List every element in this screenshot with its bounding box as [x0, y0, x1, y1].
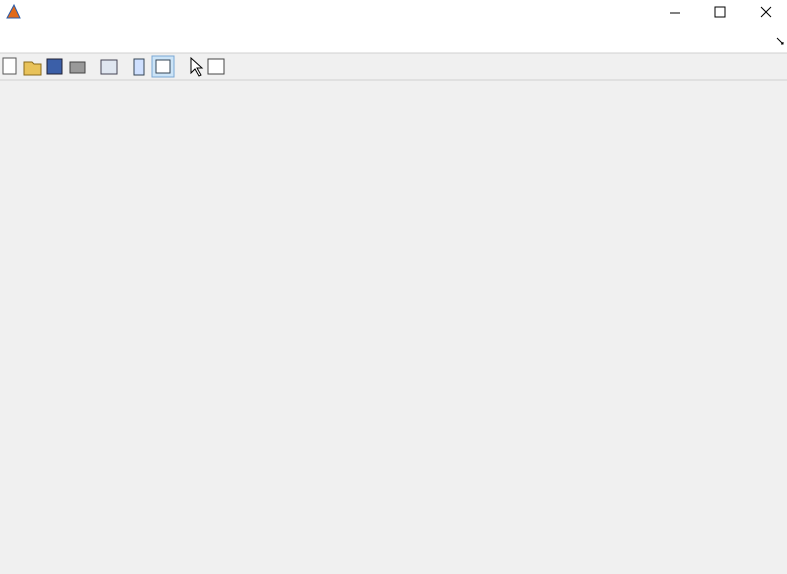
new-button[interactable]	[2, 57, 17, 75]
print-button[interactable]	[69, 61, 86, 74]
toolbar	[2, 55, 225, 78]
pointer-button[interactable]	[190, 56, 204, 77]
open-button[interactable]	[23, 61, 42, 76]
maximize-button[interactable]	[714, 6, 726, 18]
title-and-menu-bar	[0, 0, 787, 53]
dock-arrow[interactable]	[776, 37, 784, 45]
link-button[interactable]	[100, 59, 118, 75]
legend-icon	[155, 59, 171, 74]
property-editor-button[interactable]	[207, 58, 225, 75]
app-icon	[6, 3, 21, 19]
colorbar-button[interactable]	[133, 58, 145, 76]
close-button[interactable]	[760, 6, 772, 18]
save-button[interactable]	[46, 58, 63, 75]
